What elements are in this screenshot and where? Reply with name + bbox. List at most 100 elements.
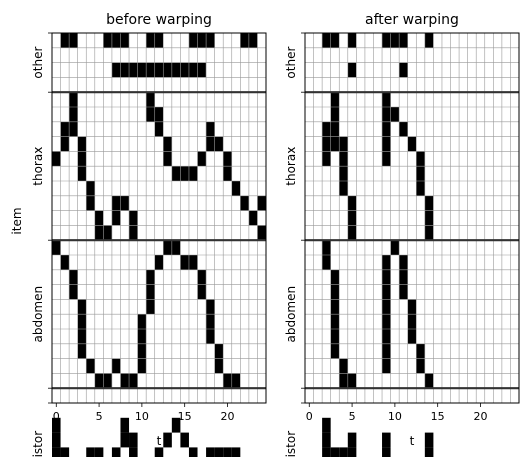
cell-other-16 — [146, 62, 155, 78]
cell-thorax-11 — [339, 136, 348, 152]
cell-other-12 — [111, 62, 121, 78]
cell-abdomen-14 — [330, 314, 340, 329]
x-tick-label: 0 — [306, 410, 313, 423]
cell-thorax-21 — [180, 166, 189, 181]
cell-thermistor-17 — [214, 447, 224, 457]
cell-abdomen-0 — [52, 240, 61, 255]
cell-other-13 — [120, 62, 130, 78]
cell-thermistor-15 — [188, 447, 198, 457]
cell-abdomen-23 — [137, 343, 147, 359]
cell-abdomen-3 — [382, 255, 391, 270]
cell-abdomen-18 — [382, 329, 391, 344]
cell-abdomen-21 — [206, 329, 215, 344]
cell-other-7 — [188, 33, 198, 48]
cell-other-7 — [347, 62, 357, 78]
cell-thorax-32 — [111, 210, 121, 226]
cell-other-6 — [154, 33, 164, 48]
cell-abdomen-20 — [137, 329, 147, 344]
cell-abdomen-2 — [171, 240, 181, 255]
cell-other-1 — [330, 33, 340, 48]
cell-other-9 — [206, 33, 215, 48]
cell-thorax-26 — [347, 225, 357, 241]
section-label-thermistor: thermistor — [31, 431, 45, 457]
cell-abdomen-9 — [197, 269, 207, 285]
cell-thermistor-16 — [206, 447, 215, 457]
panel-before-warping: otherthoraxabdomenthermistorcannula05101… — [31, 32, 267, 457]
x-axis-label-before: t — [157, 434, 162, 448]
cell-thermistor-18 — [223, 447, 232, 457]
cell-thorax-19 — [416, 166, 425, 181]
cell-other-21 — [188, 62, 198, 78]
cell-thorax-15 — [77, 151, 87, 167]
cell-abdomen-6 — [188, 255, 198, 270]
cell-other-6 — [424, 33, 434, 48]
cell-abdomen-4 — [154, 255, 164, 270]
chart-title-after: after warping — [365, 12, 459, 28]
cell-thermistor-10 — [424, 447, 434, 457]
cell-thorax-25 — [424, 210, 434, 226]
x-axis-label-after: t — [410, 434, 415, 448]
cell-thorax-18 — [223, 151, 232, 167]
cell-thorax-4 — [154, 107, 164, 122]
cell-other-18 — [163, 62, 172, 78]
cell-abdomen-7 — [399, 269, 408, 285]
cell-thorax-22 — [347, 195, 357, 211]
cell-other-5 — [146, 33, 155, 48]
cell-thorax-22 — [188, 166, 198, 181]
cell-abdomen-5 — [330, 269, 340, 285]
cell-other-2 — [347, 33, 357, 48]
cell-abdomen-22 — [77, 343, 87, 359]
cell-thermistor-8 — [52, 447, 61, 457]
cell-abdomen-29 — [94, 373, 104, 389]
cell-abdomen-11 — [330, 299, 340, 315]
cell-thermistor-3 — [52, 432, 61, 448]
cell-thorax-12 — [206, 136, 215, 152]
x-tick-label: 5 — [349, 410, 356, 423]
cell-abdomen-17 — [137, 314, 147, 329]
cell-other-0 — [322, 33, 331, 48]
cell-thorax-8 — [399, 121, 408, 137]
cell-thorax-7 — [154, 121, 164, 137]
cell-other-5 — [399, 33, 408, 48]
cell-abdomen-0 — [322, 240, 331, 255]
cell-abdomen-24 — [382, 358, 391, 374]
cell-abdomen-13 — [77, 299, 87, 315]
cell-thorax-9 — [322, 136, 331, 152]
cell-thorax-5 — [60, 121, 70, 137]
cell-thermistor-19 — [231, 447, 241, 457]
cell-thorax-29 — [240, 195, 249, 211]
x-tick-label: 10 — [388, 410, 402, 423]
cell-abdomen-8 — [146, 269, 155, 285]
cell-abdomen-23 — [339, 358, 348, 374]
cell-abdomen-30 — [103, 373, 112, 389]
cell-other-22 — [197, 62, 207, 78]
cell-abdomen-10 — [69, 284, 78, 300]
cell-abdomen-14 — [146, 299, 155, 315]
x-tick-label: 15 — [431, 410, 445, 423]
chart-title-before: before warping — [106, 12, 212, 28]
cell-abdomen-7 — [69, 269, 78, 285]
cell-thermistor-8 — [347, 447, 357, 457]
cell-thermistor-1 — [322, 432, 331, 448]
cell-thorax-24 — [86, 181, 95, 196]
cell-thermistor-1 — [120, 417, 130, 433]
cell-abdomen-18 — [206, 314, 215, 329]
x-tick-label: 0 — [53, 410, 60, 423]
cell-thorax-13 — [214, 136, 224, 152]
cell-abdomen-26 — [339, 373, 348, 389]
cell-thorax-9 — [60, 136, 70, 152]
cell-thermistor-12 — [111, 447, 121, 457]
cell-thorax-8 — [206, 121, 215, 137]
cell-thorax-2 — [330, 107, 340, 122]
cell-abdomen-12 — [197, 284, 207, 300]
cell-abdomen-28 — [424, 373, 434, 389]
section-label-other: other — [284, 47, 298, 79]
cell-thermistor-7 — [339, 447, 348, 457]
cell-abdomen-1 — [163, 240, 172, 255]
cell-thermistor-13 — [129, 447, 138, 457]
cell-thermistor-5 — [129, 432, 138, 448]
cell-abdomen-21 — [382, 343, 391, 359]
cell-other-11 — [248, 33, 258, 48]
cell-thorax-11 — [163, 136, 172, 152]
